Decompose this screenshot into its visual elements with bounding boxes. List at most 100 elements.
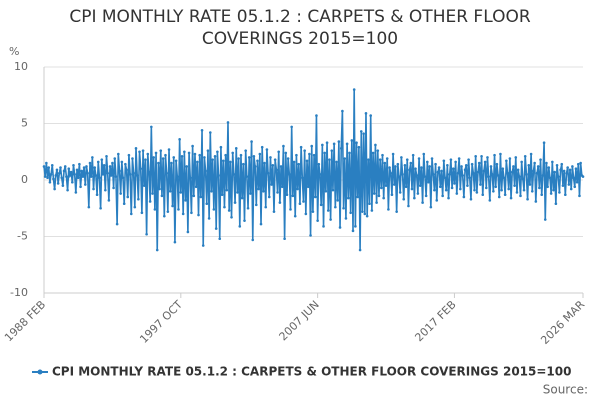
- data-point: [444, 188, 448, 192]
- legend-label: CPI MONTHLY RATE 05.1.2 : CARPETS & OTHE…: [52, 365, 571, 379]
- data-point: [282, 144, 285, 148]
- data-point: [292, 160, 296, 164]
- data-point: [133, 205, 137, 209]
- data-point: [364, 112, 368, 115]
- data-point: [258, 152, 262, 156]
- data-point: [61, 184, 65, 187]
- data-point: [286, 157, 290, 160]
- data-point: [455, 192, 459, 195]
- data-point: [497, 195, 501, 199]
- data-point: [263, 161, 266, 165]
- data-point: [81, 175, 85, 178]
- data-point: [180, 154, 184, 158]
- data-point: [526, 197, 529, 201]
- data-point: [332, 142, 336, 146]
- data-point: [252, 154, 256, 158]
- data-point: [186, 230, 190, 234]
- data-point: [317, 162, 321, 166]
- data-point: [354, 225, 357, 228]
- data-point: [118, 169, 121, 173]
- data-point: [56, 182, 60, 185]
- data-point: [459, 187, 462, 191]
- data-point: [191, 144, 194, 148]
- data-point: [46, 176, 49, 180]
- data-point: [305, 159, 309, 163]
- data-point: [475, 191, 479, 194]
- data-point: [184, 199, 187, 202]
- x-tick-label: 2017 FEB: [412, 298, 458, 344]
- data-point: [496, 174, 500, 177]
- data-point: [512, 165, 515, 168]
- data-point: [352, 88, 356, 91]
- data-point: [210, 190, 213, 193]
- data-point: [153, 208, 157, 211]
- data-point: [214, 227, 218, 230]
- data-point: [112, 186, 115, 190]
- data-point: [457, 157, 461, 160]
- data-point: [545, 161, 548, 165]
- data-point: [318, 173, 322, 176]
- data-point: [334, 205, 337, 209]
- data-point: [483, 160, 487, 164]
- data-point: [448, 173, 452, 176]
- data-point: [356, 195, 360, 199]
- data-point: [171, 204, 174, 208]
- data-point: [556, 175, 560, 178]
- data-point: [285, 193, 289, 196]
- data-point: [528, 183, 532, 186]
- data-point: [119, 192, 122, 195]
- data-point: [337, 140, 341, 143]
- data-point: [242, 162, 245, 166]
- y-axis-label: %: [9, 45, 19, 58]
- data-point: [267, 195, 271, 199]
- data-point: [405, 158, 409, 161]
- y-tick-label: 0: [21, 173, 28, 186]
- data-point: [343, 157, 347, 160]
- data-point: [239, 153, 243, 157]
- data-point: [293, 214, 297, 218]
- data-point: [369, 114, 373, 117]
- data-point: [378, 158, 382, 161]
- data-point: [476, 170, 480, 174]
- data-point: [525, 173, 528, 176]
- data-point: [329, 218, 332, 221]
- data-point: [574, 167, 578, 170]
- data-point: [122, 202, 126, 206]
- data-point: [426, 160, 429, 164]
- x-tick-label: 2026 MAR: [538, 298, 587, 347]
- data-point: [113, 157, 117, 160]
- data-point: [109, 174, 113, 177]
- data-point: [157, 161, 160, 165]
- data-point: [172, 156, 176, 159]
- data-point: [227, 209, 231, 212]
- data-point: [219, 145, 223, 149]
- data-point: [126, 195, 130, 199]
- y-tick-label: 5: [21, 117, 28, 130]
- data-point: [106, 171, 109, 175]
- data-point: [198, 153, 201, 157]
- data-point: [141, 149, 145, 152]
- data-point: [513, 184, 516, 187]
- data-point: [481, 193, 485, 196]
- data-point: [431, 173, 435, 176]
- data-point: [237, 157, 240, 160]
- data-point: [82, 166, 86, 169]
- data-point: [436, 170, 440, 174]
- data-point: [53, 187, 56, 191]
- data-point: [73, 173, 76, 176]
- y-tick-label: -5: [17, 230, 28, 243]
- data-point: [462, 195, 466, 199]
- data-point: [575, 180, 579, 184]
- data-point: [173, 240, 177, 244]
- data-point: [389, 171, 393, 175]
- data-point: [234, 147, 238, 150]
- data-point: [387, 208, 390, 211]
- y-tick-label: -10: [10, 286, 28, 299]
- data-point: [546, 185, 549, 189]
- data-point: [167, 148, 171, 151]
- data-point: [461, 174, 464, 177]
- data-point: [451, 167, 455, 170]
- data-point: [374, 143, 377, 147]
